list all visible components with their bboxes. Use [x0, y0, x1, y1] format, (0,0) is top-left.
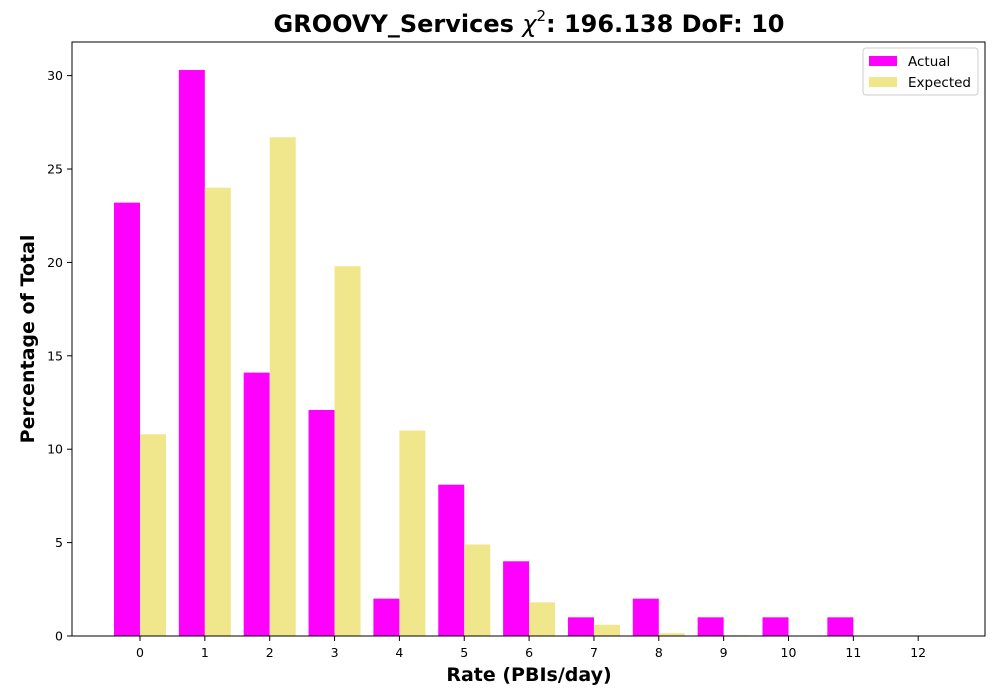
bars-layer — [114, 70, 945, 637]
x-tick-label-11: 11 — [845, 645, 861, 660]
chart-title-chi-superscript: 2 — [536, 7, 546, 25]
bar-actual-0 — [114, 202, 140, 636]
legend-label-expected: Expected — [908, 75, 971, 91]
y-tick-label-25: 25 — [47, 162, 63, 177]
x-tick-label-7: 7 — [590, 645, 598, 660]
bar-actual-8 — [632, 598, 659, 636]
bar-expected-2 — [269, 137, 296, 636]
bar-actual-4 — [373, 598, 400, 636]
x-tick-label-5: 5 — [460, 645, 468, 660]
x-tick-label-12: 12 — [910, 645, 926, 660]
x-axis-title: Rate (PBIs/day) — [446, 664, 611, 686]
chart-title-prefix: GROOVY_Services — [274, 10, 523, 38]
chart-title: GROOVY_Services χ2: 196.138 DoF: 10 — [274, 7, 785, 38]
x-tick-label-8: 8 — [655, 645, 663, 660]
legend: Actual Expected — [862, 47, 979, 96]
y-axis-title: Percentage of Total — [17, 235, 39, 444]
y-tick-label-15: 15 — [47, 348, 63, 363]
bar-actual-3 — [308, 409, 335, 636]
y-tick-label-5: 5 — [55, 535, 63, 550]
x-tick-label-0: 0 — [136, 645, 144, 660]
x-tick-label-4: 4 — [395, 645, 403, 660]
bar-actual-10 — [762, 617, 789, 636]
legend-label-actual: Actual — [908, 54, 950, 70]
y-tick-label-10: 10 — [47, 442, 63, 457]
chart-title-suffix: : 196.138 DoF: 10 — [546, 10, 784, 38]
plot-area-frame — [71, 41, 986, 637]
x-tick-label-10: 10 — [781, 645, 797, 660]
legend-swatch-actual — [869, 56, 897, 66]
bar-expected-1 — [204, 187, 231, 636]
x-axis-ticks: 0 1 2 3 4 5 6 7 8 9 10 11 12 — [136, 636, 926, 660]
bar-expected-3 — [334, 266, 361, 636]
x-tick-label-6: 6 — [525, 645, 533, 660]
bar-actual-1 — [178, 70, 205, 637]
x-tick-label-2: 2 — [266, 645, 274, 660]
bar-expected-0 — [140, 434, 166, 636]
y-axis-ticks: 0 5 10 15 20 25 30 — [47, 68, 72, 644]
x-tick-label-1: 1 — [201, 645, 209, 660]
bar-expected-7 — [593, 624, 620, 636]
bar-actual-11 — [827, 617, 854, 636]
y-tick-label-20: 20 — [47, 255, 63, 270]
y-tick-label-0: 0 — [55, 629, 63, 644]
x-tick-label-9: 9 — [720, 645, 728, 660]
bar-expected-4 — [399, 430, 426, 636]
bar-actual-6 — [503, 561, 530, 636]
bar-actual-5 — [438, 484, 465, 636]
bar-actual-7 — [567, 617, 594, 636]
bar-expected-8 — [658, 633, 685, 636]
x-tick-label-3: 3 — [331, 645, 339, 660]
bar-actual-2 — [243, 372, 270, 636]
legend-swatch-expected — [869, 77, 897, 87]
bar-actual-9 — [697, 617, 724, 636]
y-tick-label-30: 30 — [47, 68, 63, 83]
chart-title-chi-symbol: χ — [520, 10, 537, 38]
bar-expected-5 — [464, 544, 491, 636]
bar-expected-6 — [529, 602, 556, 636]
